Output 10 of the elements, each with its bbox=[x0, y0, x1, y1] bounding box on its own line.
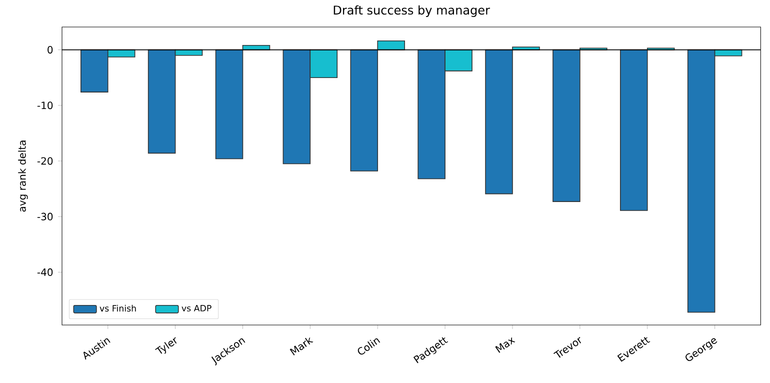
y-tick-label: -30 bbox=[37, 212, 53, 220]
legend-label: vs Finish bbox=[100, 304, 136, 312]
y-tick-label: -10 bbox=[37, 102, 53, 110]
y-tick-label: -20 bbox=[37, 157, 53, 165]
legend-label: vs ADP bbox=[182, 304, 212, 312]
y-axis-title: avg rank delta bbox=[18, 140, 28, 212]
x-tick-label: Max bbox=[495, 337, 516, 353]
y-tick-label: 0 bbox=[48, 46, 53, 54]
y-tick-label: -40 bbox=[37, 268, 53, 276]
chart-title: Draft success by manager bbox=[334, 5, 490, 17]
